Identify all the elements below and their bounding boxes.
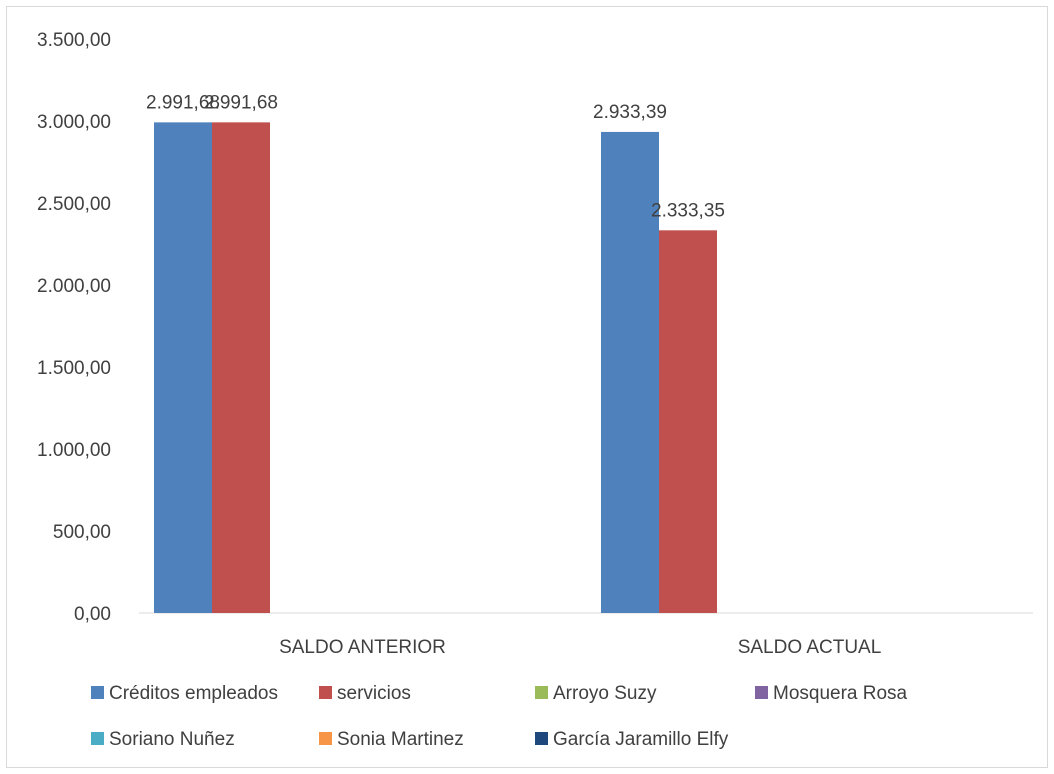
y-tick-label: 1.000,00 xyxy=(37,440,111,461)
legend-swatch xyxy=(91,686,104,699)
bar xyxy=(212,122,270,614)
chart-area: 0,00 500,00 1.000,00 1.500,00 2.000,00 2.500,… xyxy=(6,6,1048,768)
y-tick-label: 2.500,00 xyxy=(37,194,111,215)
data-label: 2.933,39 xyxy=(593,102,667,123)
legend-swatch xyxy=(535,732,548,745)
bar-chart: 0,00 500,00 1.000,00 1.500,00 2.000,00 2.500,… xyxy=(37,30,1033,750)
legend-swatch xyxy=(535,686,548,699)
data-label: 2.333,35 xyxy=(651,200,725,221)
x-category-label: SALDO ACTUAL xyxy=(738,637,882,658)
legend-swatch xyxy=(755,686,768,699)
legend-label: Arroyo Suzy xyxy=(553,683,657,704)
y-tick-label: 0,00 xyxy=(74,604,111,625)
legend-swatch xyxy=(319,732,332,745)
bar xyxy=(601,131,659,613)
legend-label: Soriano Nuñez xyxy=(109,729,235,750)
legend-swatch xyxy=(91,732,104,745)
bar xyxy=(659,230,717,613)
y-tick-label: 2.000,00 xyxy=(37,276,111,297)
y-tick-label: 3.500,00 xyxy=(37,30,111,51)
y-tick-label: 500,00 xyxy=(53,522,111,543)
x-category-label: SALDO ANTERIOR xyxy=(279,637,446,658)
legend-label: García Jaramillo Elfy xyxy=(553,729,729,750)
legend-label: Mosquera Rosa xyxy=(773,683,908,704)
y-tick-label: 1.500,00 xyxy=(37,358,111,379)
legend-label: Créditos empleados xyxy=(109,683,278,704)
legend-label: Sonia Martinez xyxy=(337,729,464,750)
bar xyxy=(154,122,212,614)
y-tick-label: 3.000,00 xyxy=(37,112,111,133)
legend-label: servicios xyxy=(337,683,411,704)
legend-swatch xyxy=(319,686,332,699)
data-label: 2.991,68 xyxy=(146,92,220,113)
data-label: 2.991,68 xyxy=(204,92,278,113)
